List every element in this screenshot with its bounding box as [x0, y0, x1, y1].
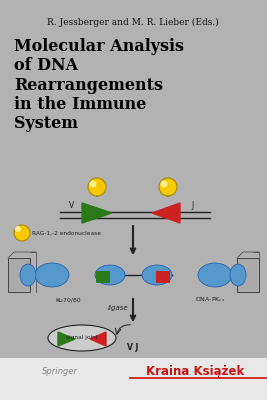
Text: signal joint: signal joint — [66, 336, 98, 340]
Ellipse shape — [20, 264, 36, 286]
Ellipse shape — [160, 180, 167, 188]
Text: Springer: Springer — [42, 368, 78, 376]
Polygon shape — [90, 332, 106, 346]
FancyBboxPatch shape — [156, 271, 170, 283]
Text: Ku70/80: Ku70/80 — [55, 298, 81, 302]
Text: ligase: ligase — [108, 305, 128, 311]
Ellipse shape — [89, 180, 96, 188]
Ellipse shape — [48, 325, 116, 351]
Ellipse shape — [35, 263, 69, 287]
Ellipse shape — [142, 265, 172, 285]
Polygon shape — [58, 332, 75, 346]
FancyBboxPatch shape — [237, 258, 259, 292]
Polygon shape — [82, 203, 112, 223]
Text: V J: V J — [127, 344, 139, 352]
Bar — [0, 358, 267, 400]
Ellipse shape — [14, 225, 30, 241]
FancyBboxPatch shape — [8, 258, 30, 292]
FancyBboxPatch shape — [96, 271, 110, 283]
Ellipse shape — [88, 178, 106, 196]
Polygon shape — [152, 203, 180, 223]
Text: DNA-PK$_{cs}$: DNA-PK$_{cs}$ — [195, 296, 225, 304]
Text: V: V — [69, 200, 74, 210]
Text: Molecular Analysis
of DNA
Rearrangements
in the Immune
System: Molecular Analysis of DNA Rearrangements… — [14, 38, 184, 132]
Ellipse shape — [95, 265, 125, 285]
Ellipse shape — [230, 264, 246, 286]
Text: RAG-1,-2 endonuclease: RAG-1,-2 endonuclease — [32, 230, 101, 236]
Text: Kraina Książek: Kraina Książek — [146, 366, 244, 378]
Text: R. Jessberger and M. R. Lieber (Eds.): R. Jessberger and M. R. Lieber (Eds.) — [47, 18, 219, 26]
Text: J: J — [192, 200, 194, 210]
Ellipse shape — [159, 178, 177, 196]
Ellipse shape — [15, 226, 21, 232]
Ellipse shape — [198, 263, 232, 287]
